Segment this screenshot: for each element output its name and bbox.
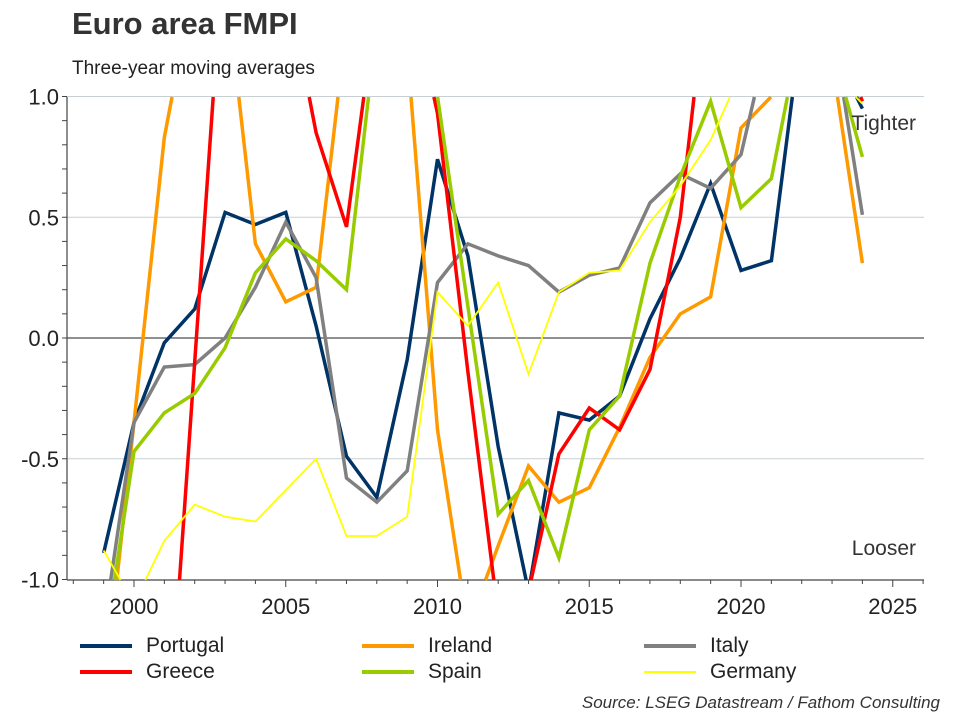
legend-swatch bbox=[362, 670, 414, 674]
legend-label: Germany bbox=[710, 660, 797, 683]
annotation-looser: Looser bbox=[852, 537, 916, 560]
chart-title: Euro area FMPI bbox=[72, 6, 298, 41]
legend-swatch bbox=[644, 671, 696, 673]
legend-swatch bbox=[644, 644, 696, 648]
x-tick-label: 2010 bbox=[413, 594, 462, 619]
legend-label: Spain bbox=[428, 660, 482, 683]
y-tick-label: 0.5 bbox=[28, 205, 59, 230]
chart-subtitle: Three-year moving averages bbox=[72, 58, 315, 79]
source-note: Source: LSEG Datastream / Fathom Consult… bbox=[581, 693, 940, 712]
legend-item-ireland: Ireland bbox=[362, 634, 492, 658]
x-tick-label: 2000 bbox=[110, 594, 159, 619]
legend-item-spain: Spain bbox=[362, 660, 482, 684]
series-line-greece bbox=[177, 96, 865, 581]
series-line-spain bbox=[112, 95, 865, 581]
y-tick-label: -0.5 bbox=[21, 447, 59, 472]
legend-swatch bbox=[80, 644, 132, 648]
legend-swatch bbox=[362, 644, 414, 648]
x-tick-label: 2005 bbox=[261, 594, 310, 619]
x-tick-label: 2025 bbox=[868, 594, 917, 619]
legend-label: Italy bbox=[710, 634, 749, 657]
legend-item-portugal: Portugal bbox=[80, 634, 224, 658]
legend-item-italy: Italy bbox=[644, 634, 749, 658]
legend-label: Greece bbox=[146, 660, 215, 683]
legend-item-greece: Greece bbox=[80, 660, 215, 684]
series-lines bbox=[101, 95, 865, 581]
legend-label: Portugal bbox=[146, 634, 225, 657]
legend-swatch bbox=[80, 670, 132, 674]
x-tick-label: 2015 bbox=[565, 594, 614, 619]
y-tick-label: 0.0 bbox=[28, 326, 59, 351]
y-tick-label: -1.0 bbox=[21, 568, 59, 593]
series-line-germany bbox=[102, 96, 864, 581]
series-line-ireland bbox=[115, 95, 865, 581]
gridlines bbox=[67, 96, 924, 460]
legend-label: Ireland bbox=[428, 634, 493, 657]
legend-item-germany: Germany bbox=[644, 660, 796, 684]
y-tick-label: 1.0 bbox=[28, 85, 59, 110]
x-tick-label: 2020 bbox=[717, 594, 766, 619]
axes: 1.0 0.5 0.0 -0.5 -1.0 2000 2005 2010 2015 2020 202… bbox=[21, 85, 924, 619]
annotation-tighter: Tighter bbox=[851, 112, 916, 135]
series-line-italy bbox=[108, 96, 865, 581]
